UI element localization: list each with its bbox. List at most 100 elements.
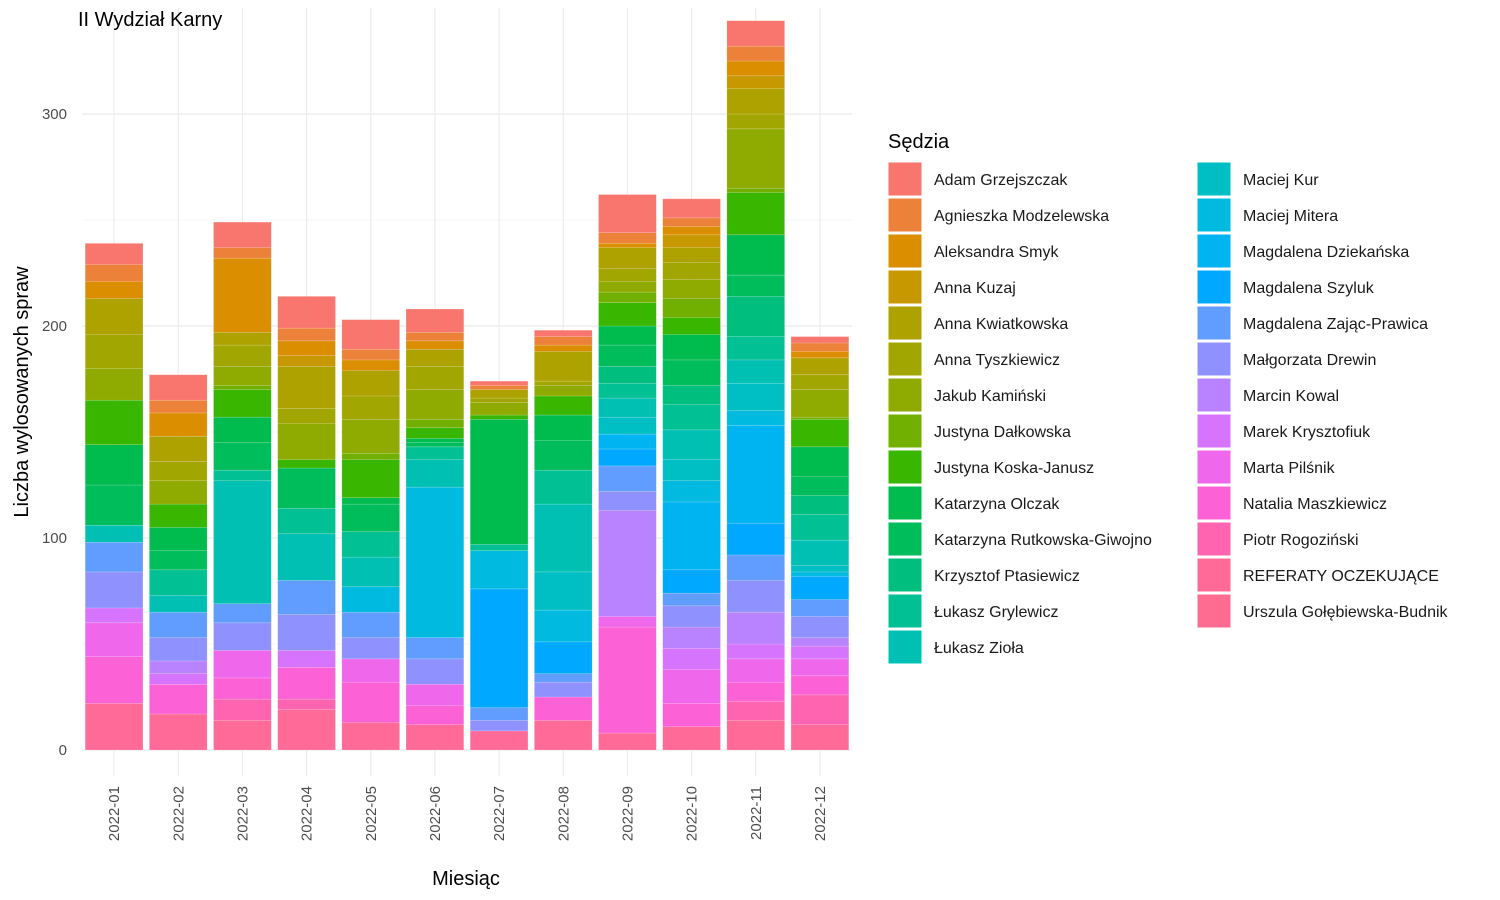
legend-label: Justyna Dałkowska xyxy=(934,424,1071,441)
bar-segment xyxy=(149,503,208,528)
bar-segment xyxy=(405,308,465,333)
bar-stack-2022-01 xyxy=(84,243,144,751)
bar-segment xyxy=(534,469,593,505)
legend-label: Adam Grzejszczak xyxy=(934,172,1068,189)
bar-segment xyxy=(341,503,400,532)
legend-item: Marta Pilśnik xyxy=(1196,449,1336,485)
legend-label: Aleksandra Smyk xyxy=(934,244,1059,261)
legend-item: Marcin Kowal xyxy=(1196,377,1339,413)
bar-segment xyxy=(790,724,850,751)
legend-label: Anna Tyszkiewicz xyxy=(934,352,1060,369)
bar-segment xyxy=(84,571,144,609)
bar-segment xyxy=(213,385,272,390)
bar-segment xyxy=(469,397,529,403)
legend-item: Justyna Dałkowska xyxy=(887,413,1071,449)
bar-segment xyxy=(149,374,208,401)
bar-segment xyxy=(534,440,593,471)
bar-stack-2022-04 xyxy=(277,296,336,751)
bar-segment xyxy=(84,524,144,543)
bar-segment xyxy=(662,569,721,594)
legend-item: REFERATY OCZEKUJĄCE xyxy=(1196,557,1439,593)
bar-segment xyxy=(213,344,272,367)
bar-segment xyxy=(149,412,208,437)
legend-swatch xyxy=(887,161,923,197)
bar-segment xyxy=(534,329,593,337)
bar-segment xyxy=(726,336,785,361)
bar-stack-2022-06 xyxy=(405,308,465,751)
bar-segment xyxy=(469,385,529,390)
legend-label: Łukasz Zioła xyxy=(934,640,1024,657)
legend-label: Urszula Gołębiewska-Budnik xyxy=(1243,604,1449,621)
bar-segment xyxy=(662,669,721,704)
legend-item: Magdalena Zając-Prawica xyxy=(1196,305,1428,341)
bar-segment xyxy=(534,609,593,643)
bar-segment xyxy=(534,720,593,751)
bar-segment xyxy=(277,709,336,751)
bar-segment xyxy=(149,480,208,505)
bar-segment xyxy=(790,599,850,617)
bar-segment xyxy=(726,410,785,426)
bar-segment xyxy=(469,418,529,545)
legend-label: Justyna Koska-Janusz xyxy=(934,460,1094,477)
bar-segment xyxy=(405,724,465,751)
legend-item: Jakub Kamiński xyxy=(887,377,1046,413)
bar-segment xyxy=(598,616,657,628)
legend-item: Urszula Gołębiewska-Budnik xyxy=(1196,593,1449,629)
bar-segment xyxy=(726,187,785,193)
bar-segment xyxy=(277,614,336,651)
bar-segment xyxy=(726,700,785,721)
legend-item: Adam Grzejszczak xyxy=(887,161,1068,197)
bar-segment xyxy=(790,694,850,725)
bar-segment xyxy=(726,45,785,62)
bar-segment xyxy=(149,637,208,662)
bar-segment xyxy=(662,298,721,318)
bar-stack-2022-03 xyxy=(213,221,272,751)
legend-swatch xyxy=(1196,485,1232,521)
bar-segment xyxy=(534,414,593,441)
bar-segment xyxy=(277,580,336,615)
bar-segment xyxy=(790,418,850,448)
x-tick-label: 2022-11 xyxy=(748,786,765,840)
legend-label: Krzysztof Ptasiewicz xyxy=(934,568,1080,585)
legend-item: Anna Kwiatkowska xyxy=(887,305,1068,341)
legend-label: Magdalena Zając-Prawica xyxy=(1243,316,1428,333)
bar-segment xyxy=(662,626,721,649)
legend-label: Maciej Kur xyxy=(1243,172,1319,189)
bar-segment xyxy=(534,385,593,397)
bar-segment xyxy=(598,433,657,450)
legend-item: Natalia Maszkiewicz xyxy=(1196,485,1387,521)
legend-item: Magdalena Szyluk xyxy=(1196,269,1375,305)
bar-segment xyxy=(405,705,465,725)
bar-segment xyxy=(341,611,400,638)
bar-segment xyxy=(598,448,657,467)
legend-swatch xyxy=(887,629,923,665)
bar-segment xyxy=(726,88,785,115)
bar-segment xyxy=(598,510,657,617)
bar-segment xyxy=(405,442,465,448)
bar-segment xyxy=(598,397,657,418)
legend-swatch xyxy=(887,197,923,233)
bar-segment xyxy=(277,533,336,581)
bar-segment xyxy=(405,637,465,660)
legend-swatch xyxy=(887,413,923,449)
x-tick-label: 2022-03 xyxy=(234,786,251,841)
bar-segment xyxy=(790,571,850,577)
bar-segment xyxy=(213,650,272,679)
bar-segment xyxy=(84,703,144,751)
bar-segment xyxy=(405,349,465,367)
bar-segment xyxy=(341,722,400,751)
bar-segment xyxy=(84,444,144,486)
bar-segment xyxy=(149,569,208,596)
legend-swatch xyxy=(887,305,923,341)
bar-segment xyxy=(790,336,850,344)
legend-item: Maciej Kur xyxy=(1196,161,1319,197)
bar-segment xyxy=(726,234,785,276)
legend-swatch xyxy=(887,557,923,593)
bar-segment xyxy=(534,351,593,382)
bar-segment xyxy=(149,713,208,751)
bar-segment xyxy=(662,703,721,727)
bar-segment xyxy=(469,544,529,552)
bar-segment xyxy=(790,514,850,541)
bar-segment xyxy=(790,495,850,515)
